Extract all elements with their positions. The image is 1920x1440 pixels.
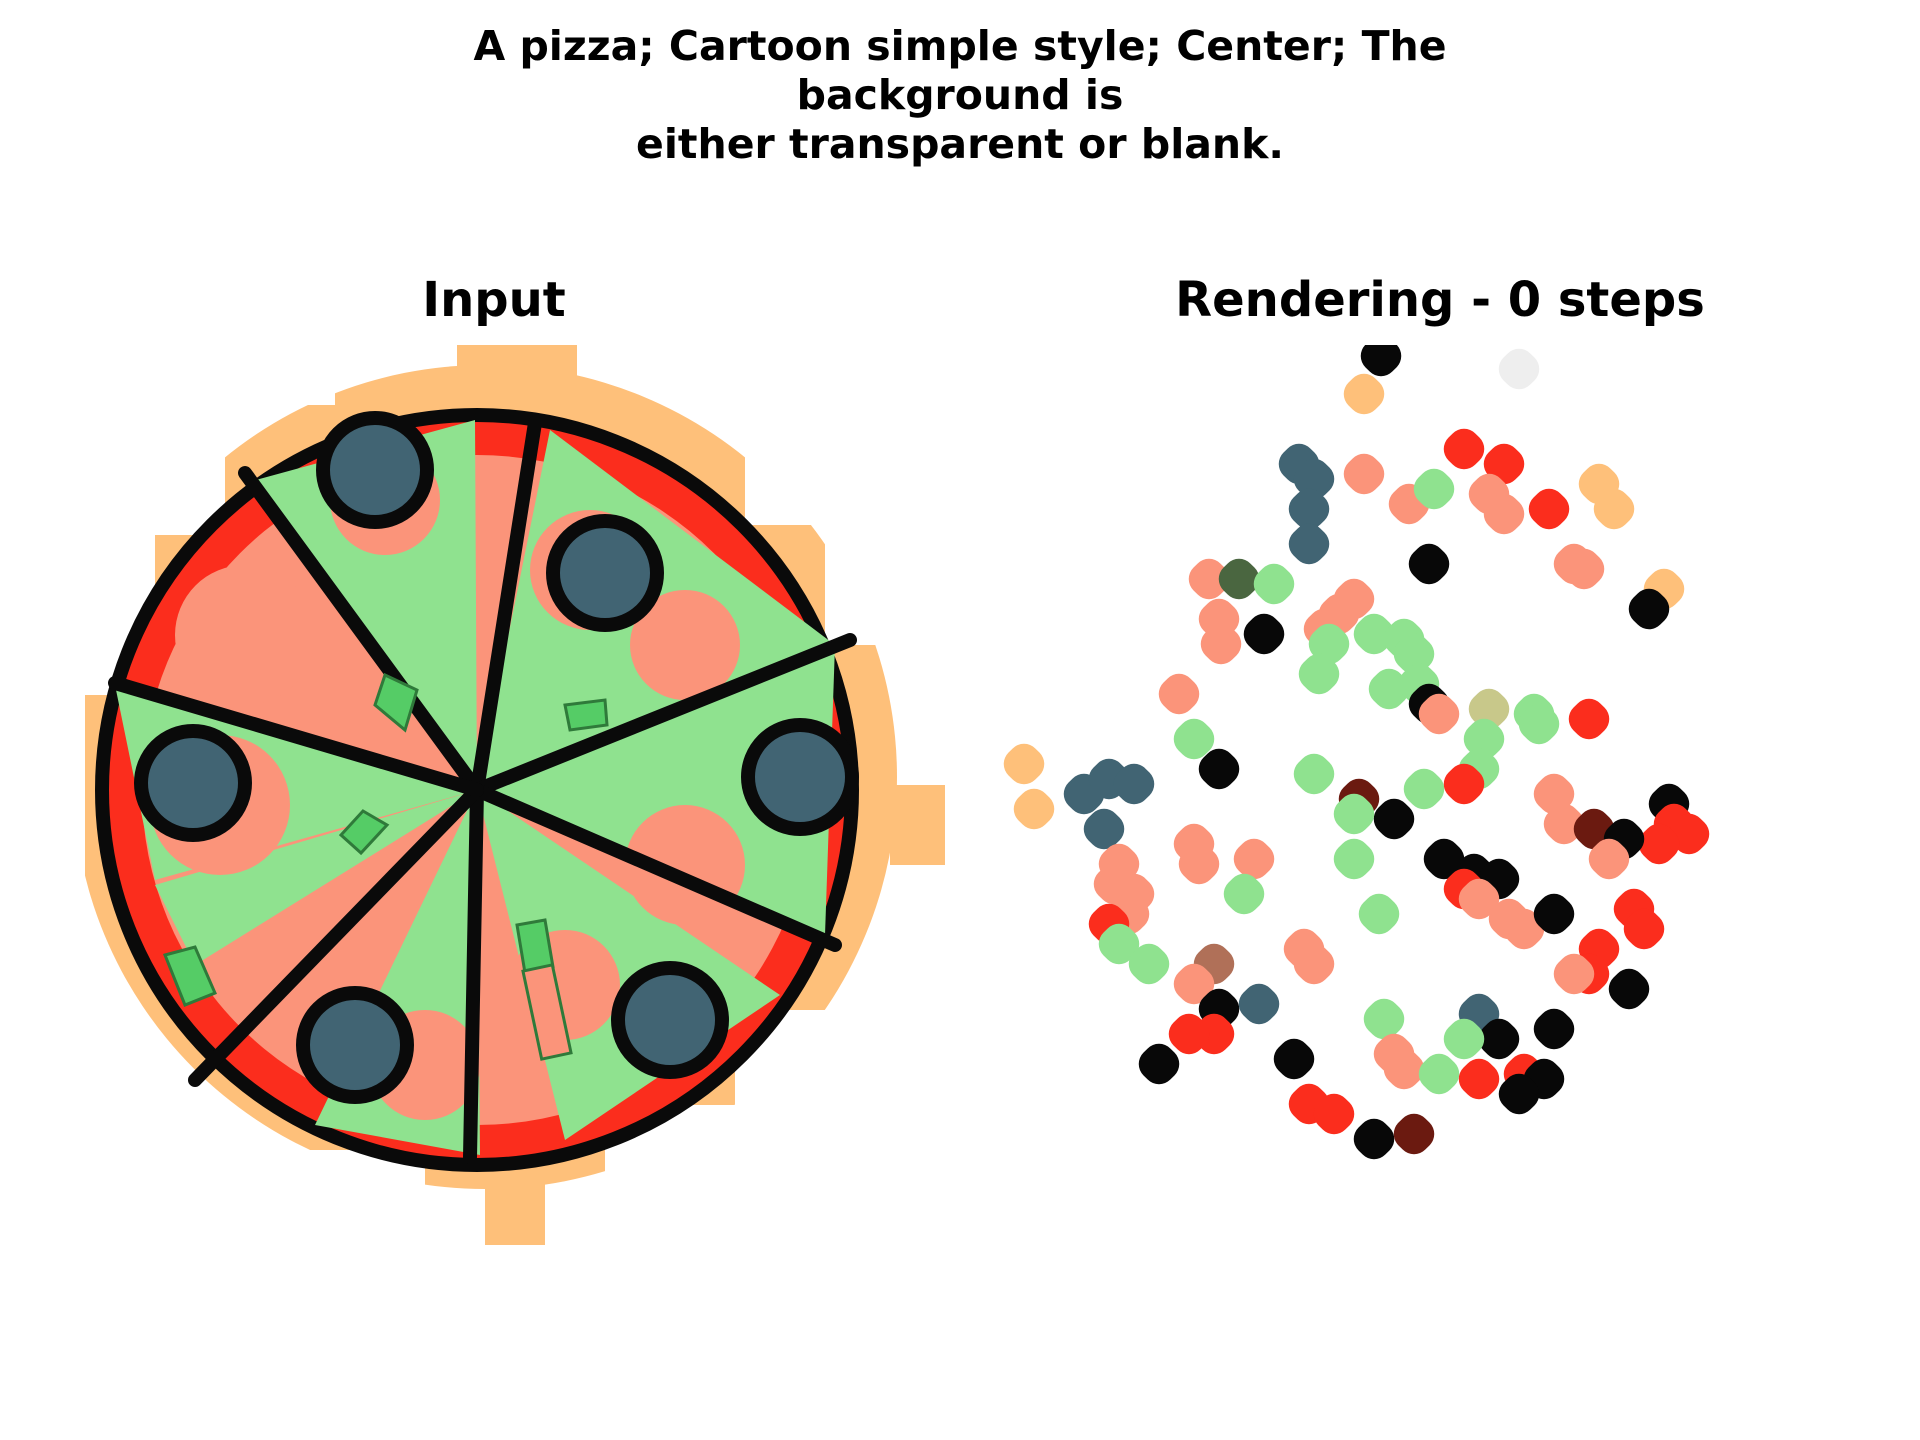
- color-blob: [1443, 763, 1485, 805]
- color-blob: [1158, 673, 1200, 715]
- color-blob: [1113, 763, 1155, 805]
- color-blob: [1518, 703, 1560, 745]
- color-blob: [1368, 668, 1410, 710]
- color-blob: [1408, 543, 1450, 585]
- color-blob: [1393, 633, 1435, 675]
- color-blob: [1273, 1038, 1315, 1080]
- color-blob: [1623, 908, 1665, 950]
- color-blob: [1458, 878, 1500, 920]
- color-blob: [1638, 823, 1680, 865]
- rendering-blobs-image: [1003, 345, 1710, 1160]
- color-blob: [1543, 803, 1585, 845]
- color-blob: [1233, 838, 1275, 880]
- color-blob: [1498, 348, 1540, 390]
- color-blob: [1098, 923, 1140, 965]
- color-blob: [1293, 458, 1335, 500]
- color-blob: [1483, 443, 1525, 485]
- color-blob: [1463, 718, 1505, 760]
- color-blob: [1503, 908, 1545, 950]
- color-blob: [1533, 1008, 1575, 1050]
- color-blob: [1478, 1018, 1520, 1060]
- color-blob: [1563, 548, 1605, 590]
- color-blob: [1238, 983, 1280, 1025]
- color-blob: [1198, 748, 1240, 790]
- color-blob: [1533, 893, 1575, 935]
- color-blob: [1293, 943, 1335, 985]
- color-blob: [1498, 1073, 1540, 1115]
- color-blob: [1343, 373, 1385, 415]
- color-blob: [1083, 808, 1125, 850]
- color-blob: [1243, 613, 1285, 655]
- input-pizza-image: [45, 345, 945, 1245]
- color-blob: [1360, 345, 1402, 377]
- color-blob: [1468, 688, 1510, 730]
- blob-layer: [1003, 345, 1710, 1160]
- color-blob: [1298, 653, 1340, 695]
- herb-toppings: [162, 672, 609, 1007]
- color-blob: [1288, 523, 1330, 565]
- input-panel-title: Input: [422, 272, 566, 328]
- color-blob: [1218, 558, 1260, 600]
- color-blob: [1173, 963, 1215, 1005]
- color-blob: [1373, 798, 1415, 840]
- color-blob: [1593, 488, 1635, 530]
- color-blob: [1353, 613, 1395, 655]
- color-blob: [1128, 943, 1170, 985]
- color-blob: [1443, 428, 1485, 470]
- pepperoni-toppings: [134, 411, 859, 1104]
- color-blob: [1383, 1048, 1425, 1090]
- color-blob: [1343, 453, 1385, 495]
- color-blob: [1393, 1113, 1435, 1155]
- color-blob: [1443, 1018, 1485, 1060]
- color-blob: [1168, 1013, 1210, 1055]
- color-blob: [1568, 698, 1610, 740]
- color-blob: [1363, 998, 1405, 1040]
- color-blob: [1293, 753, 1335, 795]
- color-blob: [1138, 1043, 1180, 1085]
- color-blob: [1200, 623, 1242, 665]
- color-blob: [1333, 578, 1375, 620]
- color-blob: [1223, 873, 1265, 915]
- color-blob: [1458, 1058, 1500, 1100]
- rendering-panel-title: Rendering - 0 steps: [1175, 272, 1705, 328]
- color-blob: [1188, 558, 1230, 600]
- color-blob: [1178, 843, 1220, 885]
- color-blob: [1333, 793, 1375, 835]
- color-blob: [1403, 768, 1445, 810]
- color-blob: [1418, 693, 1460, 735]
- color-blob: [1253, 563, 1295, 605]
- color-blob: [1333, 838, 1375, 880]
- color-blob: [1423, 838, 1465, 880]
- figure-title-line-1: A pizza; Cartoon simple style; Center; T…: [473, 22, 1447, 119]
- color-blob: [1528, 488, 1570, 530]
- color-blob: [1608, 968, 1650, 1010]
- color-blob: [1553, 953, 1595, 995]
- color-blob: [1483, 493, 1525, 535]
- color-blob: [1353, 1118, 1395, 1160]
- color-blob: [1013, 788, 1055, 830]
- color-blob: [1628, 588, 1670, 630]
- pepper-topping: [521, 963, 573, 1061]
- color-blob: [1588, 838, 1630, 880]
- color-blob: [1358, 893, 1400, 935]
- color-blob: [1413, 468, 1455, 510]
- color-blob: [1288, 488, 1330, 530]
- figure-title: A pizza; Cartoon simple style; Center; T…: [360, 22, 1560, 169]
- figure-title-line-2: either transparent or blank.: [636, 120, 1284, 168]
- color-blob: [1418, 1053, 1460, 1095]
- color-blob: [1173, 718, 1215, 760]
- slice-cut-lines: [108, 416, 857, 1164]
- color-blob: [1003, 743, 1045, 785]
- color-blob: [1313, 1093, 1355, 1135]
